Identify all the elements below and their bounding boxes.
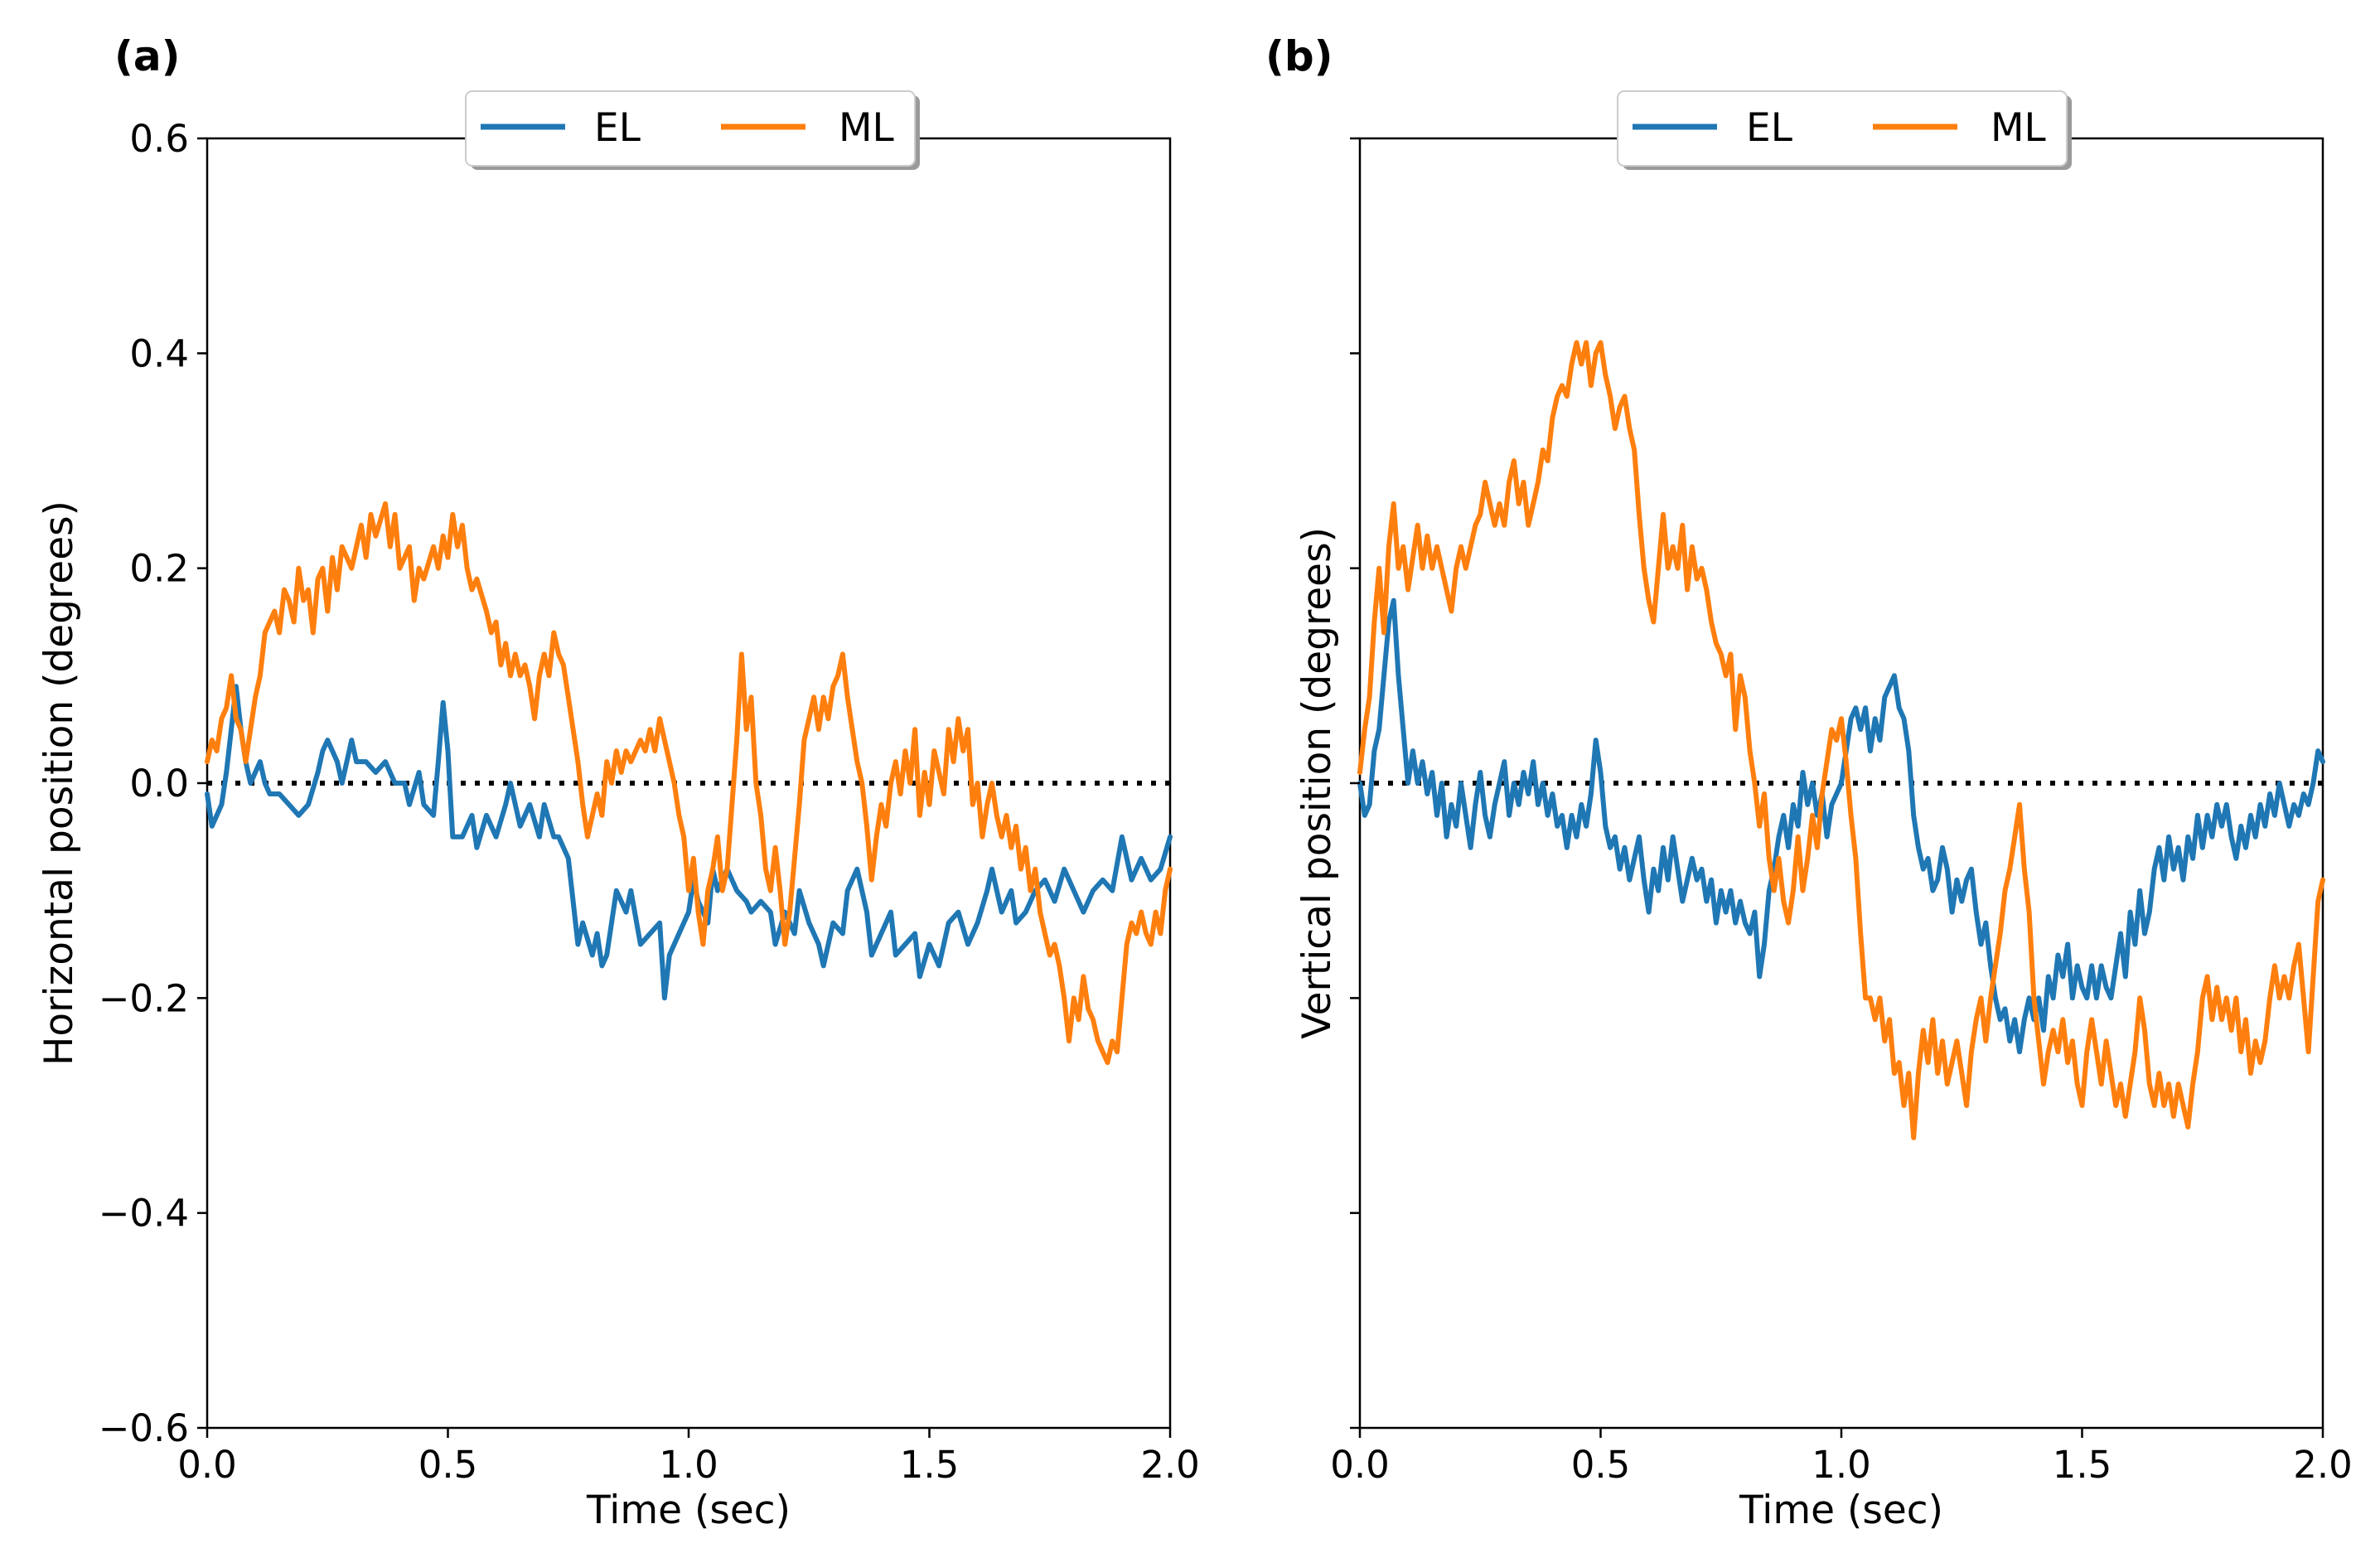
- panel-label: (a): [114, 32, 180, 80]
- y-tick-label: −0.4: [99, 1192, 189, 1236]
- y-axis-label: Horizontal position (degrees): [36, 501, 82, 1066]
- series-line-el: [1357, 598, 2325, 1055]
- y-tick-label: 0.2: [129, 547, 189, 591]
- panel-a-horizontal-position: (a) 0.0 0.5 1.0 1.5 2.0 0.6 0.4 0.2 0.0 −0.2 −0.4 −…: [36, 32, 1200, 1533]
- x-tick-label: 1.5: [2053, 1443, 2112, 1487]
- legend-label-ml: ML: [1991, 105, 2046, 151]
- legend-label-ml: ML: [839, 105, 894, 151]
- x-axis-label: Time (sec): [1739, 1488, 1943, 1533]
- x-tick-label: 1.5: [900, 1443, 960, 1487]
- x-tick-label: 2.0: [1140, 1443, 1200, 1487]
- series-line-ml: [205, 501, 1173, 1066]
- x-tick-label: 1.0: [1812, 1443, 1871, 1487]
- series-line-el: [205, 684, 1173, 1001]
- y-tick-label: 0.0: [129, 762, 189, 806]
- x-tick-label: 1.0: [659, 1443, 718, 1487]
- legend: EL ML: [465, 90, 920, 170]
- y-tick-label: −0.6: [99, 1406, 189, 1450]
- legend-label-el: EL: [594, 105, 641, 151]
- x-axis-label: Time (sec): [586, 1488, 791, 1533]
- x-tick-label: 0.0: [177, 1443, 237, 1487]
- legend-label-el: EL: [1746, 105, 1792, 151]
- legend: EL ML: [1617, 90, 2072, 170]
- x-tick-label: 0.5: [1571, 1443, 1631, 1487]
- y-tick-label: 0.6: [129, 117, 189, 161]
- y-axis-label: Vertical position (degrees): [1294, 527, 1340, 1039]
- legend-box: [465, 90, 916, 167]
- x-tick-label: 0.5: [418, 1443, 478, 1487]
- x-tick-label: 0.0: [1330, 1443, 1390, 1487]
- x-tick-label: 2.0: [2293, 1443, 2353, 1487]
- y-tick-label: 0.4: [129, 331, 189, 375]
- y-tick-label: −0.2: [99, 976, 189, 1020]
- panel-b-vertical-position: (b) 0.0 0.5 1.0 1.5 2.0 Time (sec) Vertical …: [1265, 32, 2353, 1533]
- legend-box: [1617, 90, 2068, 167]
- panel-label: (b): [1265, 32, 1333, 80]
- series-line-ml: [1357, 340, 2325, 1140]
